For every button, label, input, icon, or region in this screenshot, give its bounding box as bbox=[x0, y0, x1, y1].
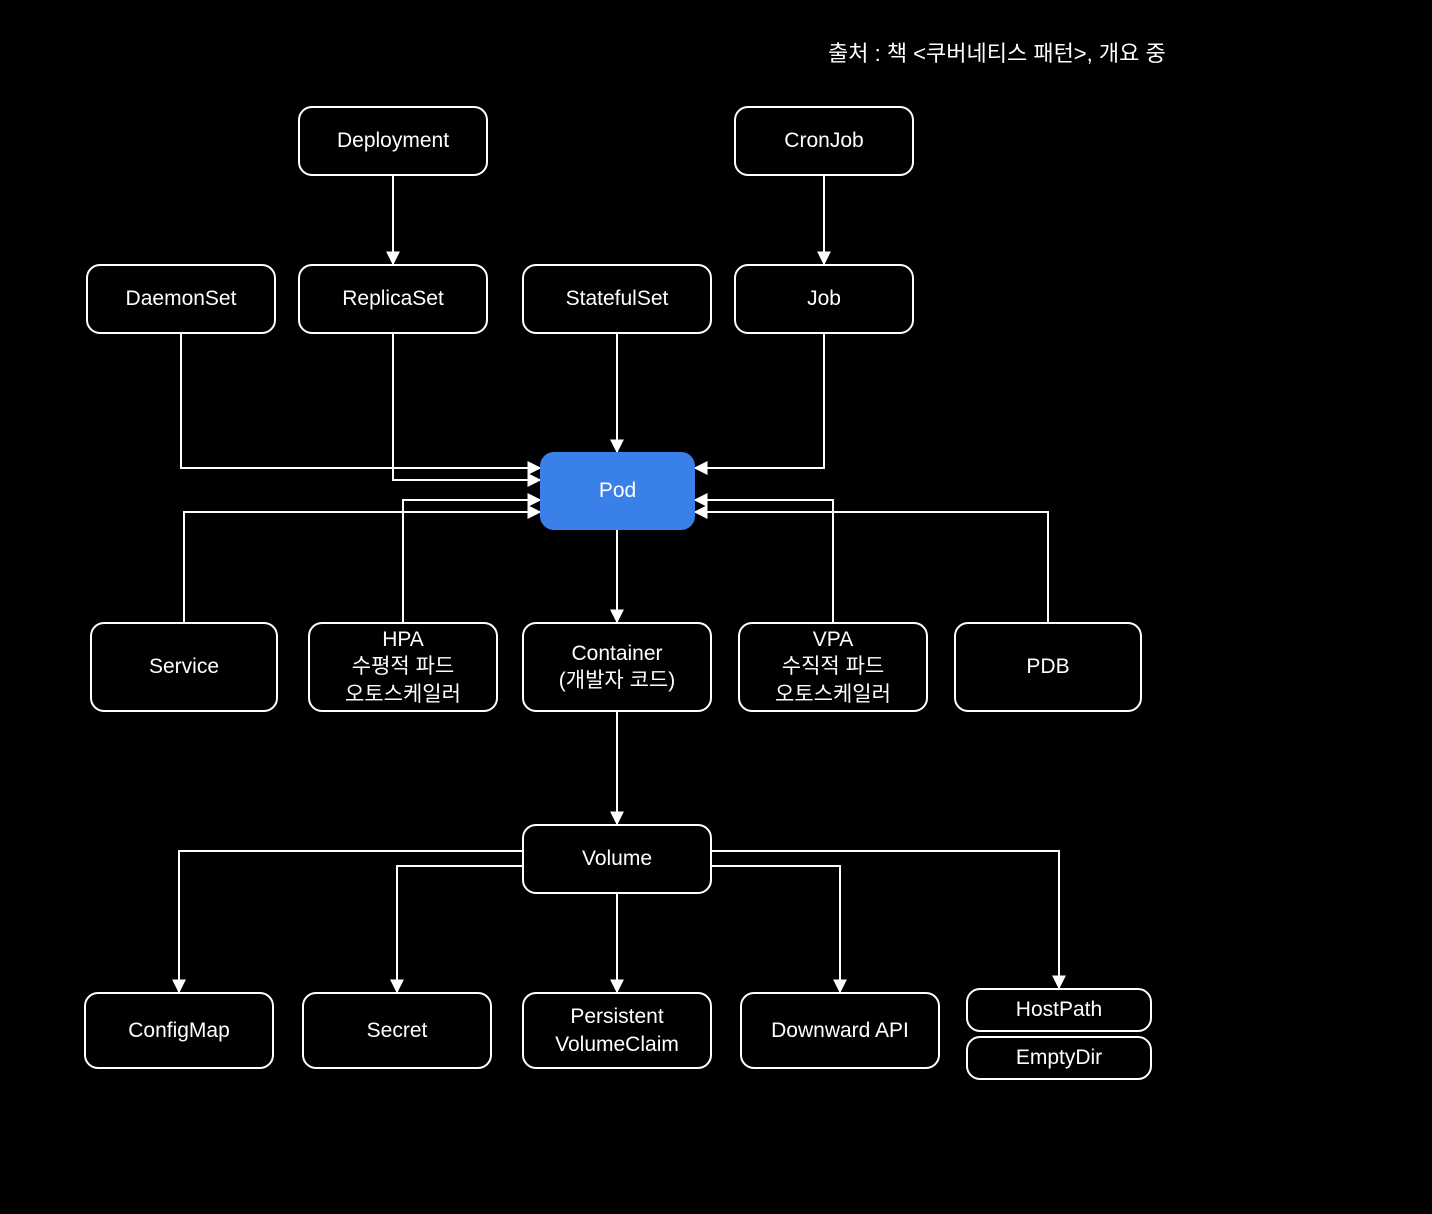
node-label: Job bbox=[807, 285, 841, 312]
node-label: DaemonSet bbox=[126, 285, 237, 312]
node-job: Job bbox=[734, 264, 914, 334]
node-label: Downward API bbox=[771, 1017, 909, 1044]
node-label: HostPath bbox=[1016, 996, 1102, 1023]
node-label: StatefulSet bbox=[566, 285, 669, 312]
node-volume: Volume bbox=[522, 824, 712, 894]
node-label: Pod bbox=[599, 477, 636, 504]
node-label: Deployment bbox=[337, 127, 449, 154]
edge-pdb-pod bbox=[695, 512, 1048, 622]
node-label: 오토스케일러 bbox=[345, 681, 461, 708]
node-deployment: Deployment bbox=[298, 106, 488, 176]
edge-volume-secret bbox=[397, 866, 522, 992]
node-emptydir: EmptyDir bbox=[966, 1036, 1152, 1080]
edge-volume-downward bbox=[712, 866, 840, 992]
node-daemonset: DaemonSet bbox=[86, 264, 276, 334]
node-label: Container bbox=[571, 640, 662, 667]
node-label: 수직적 파드 bbox=[782, 653, 884, 680]
node-configmap: ConfigMap bbox=[84, 992, 274, 1069]
node-label: ConfigMap bbox=[128, 1017, 230, 1044]
edge-volume-configmap bbox=[179, 851, 522, 992]
edge-vpa-pod bbox=[695, 500, 833, 622]
node-pdb: PDB bbox=[954, 622, 1142, 712]
edge-hpa-pod bbox=[403, 500, 540, 622]
node-label: Service bbox=[149, 653, 219, 680]
node-replicaset: ReplicaSet bbox=[298, 264, 488, 334]
diagram-canvas: Deployment CronJob DaemonSet ReplicaSet Stat… bbox=[0, 0, 1432, 1214]
node-label: ReplicaSet bbox=[342, 285, 444, 312]
node-pod: Pod bbox=[540, 452, 695, 530]
edge-job-pod bbox=[695, 334, 824, 468]
citation-text: 출처 : 책 <쿠버네티스 패턴>, 개요 중 bbox=[828, 36, 1166, 68]
node-label: (개발자 코드) bbox=[559, 667, 675, 694]
node-container: Container(개발자 코드) bbox=[522, 622, 712, 712]
node-label: 수평적 파드 bbox=[352, 653, 454, 680]
node-label: Volume bbox=[582, 845, 652, 872]
node-label: EmptyDir bbox=[1016, 1044, 1102, 1071]
edge-replicaset-pod bbox=[393, 334, 540, 480]
node-label: CronJob bbox=[784, 127, 863, 154]
node-vpa: VPA수직적 파드오토스케일러 bbox=[738, 622, 928, 712]
node-label: VPA bbox=[813, 626, 853, 653]
node-label: VolumeClaim bbox=[555, 1031, 679, 1058]
node-label: PDB bbox=[1026, 653, 1069, 680]
edge-daemonset-pod bbox=[181, 334, 540, 468]
node-label: 오토스케일러 bbox=[775, 681, 891, 708]
edge-service-pod bbox=[184, 512, 540, 622]
node-label: HPA bbox=[382, 626, 424, 653]
node-label: Secret bbox=[367, 1017, 428, 1044]
node-secret: Secret bbox=[302, 992, 492, 1069]
node-hostpath: HostPath bbox=[966, 988, 1152, 1032]
node-label: Persistent bbox=[570, 1003, 663, 1030]
edge-volume-hostpath bbox=[712, 851, 1059, 988]
node-pvc: PersistentVolumeClaim bbox=[522, 992, 712, 1069]
node-statefulset: StatefulSet bbox=[522, 264, 712, 334]
node-downward: Downward API bbox=[740, 992, 940, 1069]
node-cronjob: CronJob bbox=[734, 106, 914, 176]
node-hpa: HPA수평적 파드오토스케일러 bbox=[308, 622, 498, 712]
node-service: Service bbox=[90, 622, 278, 712]
